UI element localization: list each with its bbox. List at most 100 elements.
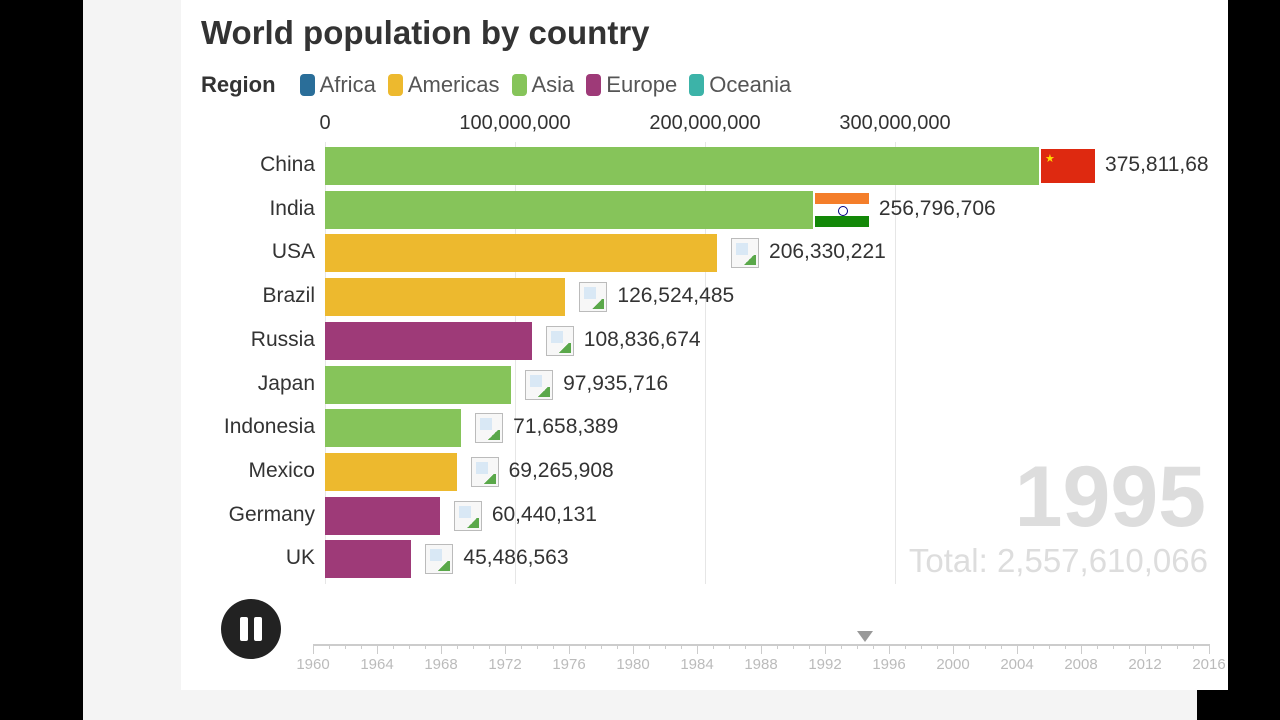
gridline <box>705 142 706 584</box>
timeline-tick <box>1193 644 1194 649</box>
legend-label: Africa <box>319 72 376 97</box>
bar-indonesia <box>325 409 462 448</box>
timeline-year-label[interactable]: 1964 <box>360 656 394 673</box>
legend-item-americas: Americas <box>387 72 500 98</box>
timeline-tick <box>1001 644 1002 649</box>
timeline-tick <box>441 644 442 654</box>
timeline-year-label[interactable]: 1960 <box>296 656 330 673</box>
timeline-tick <box>793 644 794 649</box>
timeline-year-label[interactable]: 1996 <box>872 656 906 673</box>
timeline-year-label[interactable]: 2008 <box>1064 656 1098 673</box>
timeline-tick <box>1113 644 1114 649</box>
timeline-year-label[interactable]: 1984 <box>680 656 714 673</box>
timeline-tick <box>697 644 698 654</box>
value-label: 126,524,485 <box>617 284 735 308</box>
country-label: USA <box>271 240 315 264</box>
timeline-tick <box>921 644 922 649</box>
country-label: Germany <box>228 502 315 526</box>
timeline-tick <box>473 644 474 649</box>
gridline <box>325 142 326 584</box>
timeline-marker[interactable] <box>857 631 873 642</box>
year-label: 1995 <box>1014 449 1206 545</box>
timeline-tick <box>649 644 650 649</box>
timeline-tick <box>425 644 426 649</box>
timeline-tick <box>1081 644 1082 654</box>
legend-item-oceania: Oceania <box>689 72 791 98</box>
timeline-year-label[interactable]: 2016 <box>1192 656 1226 673</box>
gridline <box>515 142 516 584</box>
timeline-tick <box>713 644 714 649</box>
broken-image-icon <box>731 238 760 269</box>
bar-india <box>325 190 813 229</box>
timeline-year-label[interactable]: 1968 <box>424 656 458 673</box>
broken-image-icon <box>525 369 554 400</box>
pause-button[interactable] <box>221 599 281 659</box>
country-label: Russia <box>250 327 315 351</box>
country-label: China <box>260 153 315 176</box>
timeline-tick <box>633 644 634 654</box>
timeline-year-label[interactable]: 2000 <box>936 656 970 673</box>
value-label: 375,811,68 <box>1105 153 1209 176</box>
x-tick-label: 300,000,000 <box>839 112 951 134</box>
chart-panel: World population by country Region Afric… <box>181 0 1228 690</box>
bar-uk <box>325 540 412 579</box>
timeline-tick <box>505 644 506 654</box>
legend-label: Asia <box>531 72 575 97</box>
timeline-tick <box>585 644 586 649</box>
timeline-tick <box>1177 644 1178 649</box>
timeline-year-label[interactable]: 1988 <box>744 656 778 673</box>
country-label: Indonesia <box>223 415 315 439</box>
bar-usa <box>325 234 718 273</box>
legend-swatch <box>511 74 527 96</box>
legend-label: Europe <box>606 72 678 97</box>
timeline-tick <box>1017 644 1018 654</box>
timeline-tick <box>489 644 490 649</box>
x-tick-label: 100,000,000 <box>459 112 571 134</box>
timeline-tick <box>761 644 762 654</box>
china-flag-icon: ★ <box>1041 149 1096 183</box>
legend-item-asia: Asia <box>511 72 575 98</box>
timeline-tick <box>313 644 314 654</box>
legend-item-europe: Europe <box>586 72 677 98</box>
timeline-year-label[interactable]: 1992 <box>808 656 842 673</box>
timeline-tick <box>329 644 330 649</box>
bar-japan <box>325 365 512 404</box>
timeline-tick <box>873 644 874 649</box>
timeline-year-label[interactable]: 1976 <box>552 656 586 673</box>
chart-title: World population by country <box>201 14 650 51</box>
legend-item-africa: Africa <box>299 72 376 98</box>
timeline-tick <box>905 644 906 649</box>
timeline-year-label[interactable]: 2012 <box>1128 656 1162 673</box>
country-label: India <box>269 196 315 220</box>
legend-swatch <box>586 74 602 96</box>
timeline-tick <box>457 644 458 649</box>
timeline-tick <box>409 644 410 649</box>
timeline-tick <box>1161 644 1162 649</box>
broken-image-icon <box>475 413 504 444</box>
timeline-tick <box>1033 644 1034 649</box>
india-flag-icon <box>814 192 869 227</box>
bar-germany <box>325 496 440 535</box>
timeline-tick <box>1209 644 1210 654</box>
bar-china <box>325 147 1040 185</box>
bar-mexico <box>325 452 457 491</box>
country-label: Japan <box>257 371 315 395</box>
value-label: 206,330,221 <box>769 240 886 264</box>
timeline-tick <box>1065 644 1066 649</box>
legend-swatch <box>299 74 315 96</box>
gridline <box>895 142 896 584</box>
timeline-year-label[interactable]: 2004 <box>1000 656 1034 673</box>
value-label: 256,796,706 <box>878 196 996 220</box>
timeline-tick <box>825 644 826 654</box>
total-label: Total: 2,557,610,066 <box>908 542 1208 579</box>
legend-label: Oceania <box>709 72 792 97</box>
broken-image-icon <box>470 456 499 487</box>
timeline-year-label[interactable]: 1980 <box>616 656 650 673</box>
bar-brazil <box>325 278 566 317</box>
timeline-year-label[interactable]: 1972 <box>488 656 522 673</box>
timeline-tick <box>345 644 346 649</box>
value-label: 60,440,131 <box>491 502 597 526</box>
broken-image-icon <box>453 500 482 531</box>
x-tick-label: 200,000,000 <box>649 112 761 134</box>
legend-swatch <box>689 74 705 96</box>
